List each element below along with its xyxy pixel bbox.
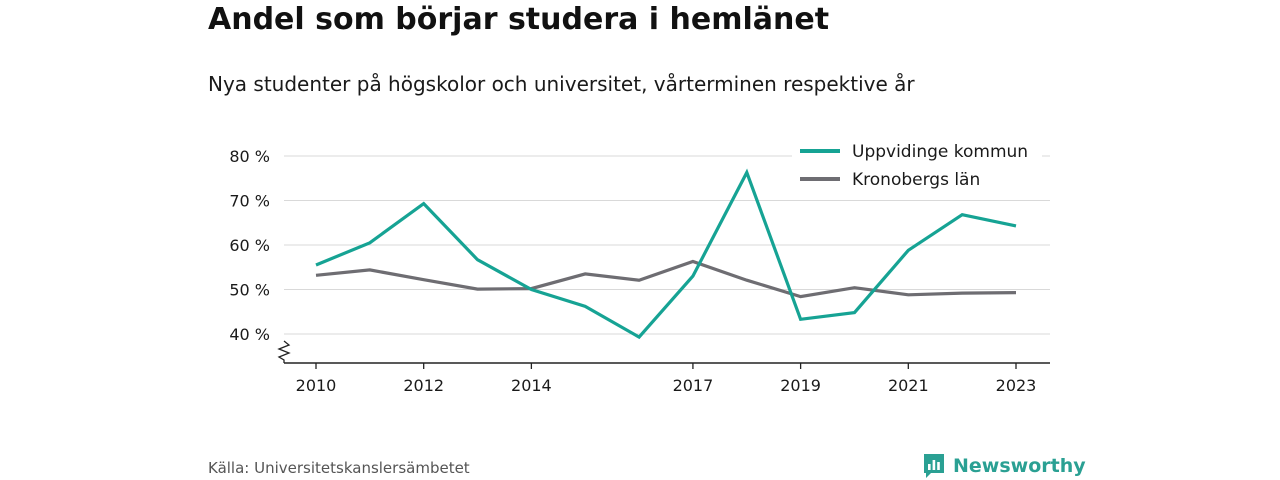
legend-background xyxy=(792,136,1042,196)
series-lines xyxy=(315,168,1017,340)
y-tick-label: 80 % xyxy=(229,147,270,166)
y-tick-label: 60 % xyxy=(229,236,270,255)
y-axis-break-icon xyxy=(277,340,291,363)
legend-label: Uppvidinge kommun xyxy=(852,142,1028,162)
chart-subtitle: Nya studenter på högskolor och universit… xyxy=(208,72,915,96)
source-note: Källa: Universitetskanslersämbetet xyxy=(208,459,470,477)
x-axis-tick-labels: 2010 2012 2014 2017 2019 2021 2023 xyxy=(296,363,1037,395)
legend: Uppvidinge kommun Kronobergs län xyxy=(792,136,1042,196)
brand-logo[interactable]: Newsworthy xyxy=(922,452,1086,480)
x-tick-label: 2012 xyxy=(403,376,444,395)
brand-name: Newsworthy xyxy=(953,455,1086,477)
x-tick-label: 2023 xyxy=(996,376,1037,395)
legend-label: Kronobergs län xyxy=(852,170,980,190)
x-axis xyxy=(277,340,1050,364)
x-tick-label: 2010 xyxy=(296,376,337,395)
y-tick-label: 40 % xyxy=(229,325,270,344)
series-line-uppvidinge-kommun xyxy=(315,168,1017,340)
series-line-kronobergs-l-n xyxy=(315,259,1017,299)
line-chart: 40 %50 %60 %70 %80 % 2010 2012 2014 2017 201… xyxy=(229,136,1050,395)
x-tick-label: 2014 xyxy=(511,376,552,395)
x-tick-label: 2019 xyxy=(780,376,821,395)
y-tick-label: 50 % xyxy=(229,281,270,300)
x-tick-label: 2021 xyxy=(888,376,929,395)
chart-title: Andel som börjar studera i hemlänet xyxy=(208,2,830,37)
y-tick-label: 70 % xyxy=(229,192,270,211)
x-tick-label: 2017 xyxy=(673,376,714,395)
bar-chart-speech-bubble-icon xyxy=(924,454,944,478)
y-axis-tick-labels: 40 % 50 % 60 % 70 % 80 % xyxy=(229,147,270,344)
